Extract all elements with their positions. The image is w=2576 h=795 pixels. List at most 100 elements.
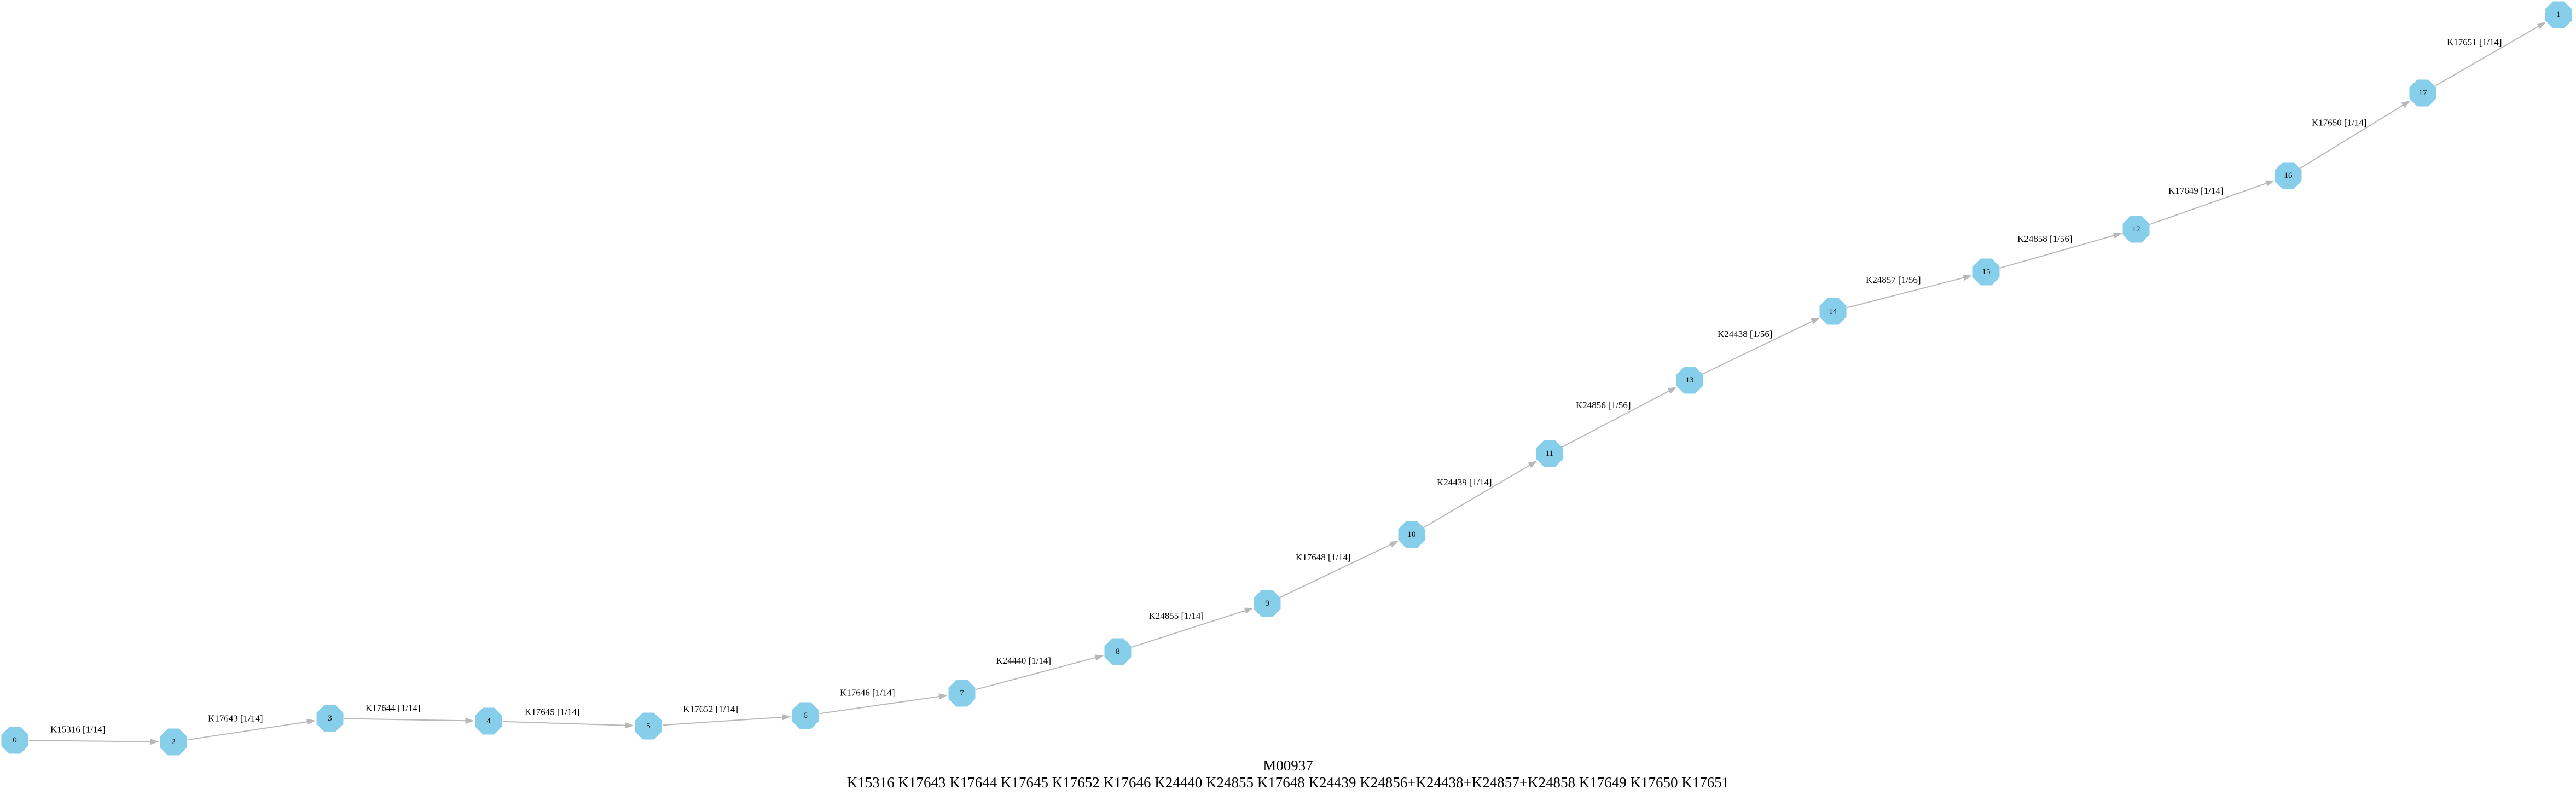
- node-octagon: [316, 705, 344, 732]
- node-label: 12: [2132, 225, 2140, 234]
- node-label: 13: [1686, 376, 1694, 385]
- node-14: 14: [1819, 298, 1847, 325]
- node-octagon: [475, 707, 502, 735]
- node-12: 12: [2122, 216, 2150, 243]
- edge-13-14: K24438 [1/56]: [1702, 317, 1820, 375]
- edge-label: K17646 [1/14]: [840, 688, 895, 698]
- edge-label: K24855 [1/14]: [1149, 611, 1204, 621]
- edge-line: [662, 716, 783, 726]
- node-octagon: [1, 727, 28, 754]
- edge-line: [1702, 321, 1813, 375]
- arrowhead-icon: [1528, 461, 1538, 468]
- node-octagon: [1676, 367, 1703, 394]
- node-5: 5: [635, 712, 662, 740]
- edge-label: K17651 [1/14]: [2447, 37, 2502, 48]
- edge-line: [2300, 105, 2404, 169]
- node-15: 15: [1972, 258, 2000, 286]
- edge-10-11: K24439 [1/14]: [1423, 461, 1538, 528]
- node-label: 7: [960, 689, 964, 698]
- arrowhead-icon: [1963, 275, 1972, 281]
- edge-5-6: K17652 [1/14]: [662, 704, 791, 726]
- edge-label: K24856 [1/56]: [1576, 400, 1631, 410]
- node-label: 4: [486, 717, 491, 726]
- node-17: 17: [2409, 79, 2436, 107]
- node-label: 16: [2284, 171, 2293, 180]
- edge-14-15: K24857 [1/56]: [1846, 275, 1972, 309]
- arrowhead-icon: [465, 717, 474, 724]
- node-octagon: [948, 680, 976, 707]
- edge-label: K17645 [1/14]: [525, 707, 580, 717]
- arrowhead-icon: [2265, 180, 2275, 187]
- node-label: 14: [1829, 307, 1838, 316]
- edge-9-10: K17648 [1/14]: [1280, 541, 1399, 598]
- node-octagon: [2545, 1, 2572, 28]
- node-label: 3: [328, 714, 332, 723]
- arrowhead-icon: [625, 722, 634, 729]
- arrowhead-icon: [2113, 233, 2122, 239]
- edge-line: [2149, 183, 2267, 225]
- edge-line: [28, 740, 151, 742]
- node-octagon: [160, 728, 187, 756]
- edge-label: K24857 [1/56]: [1866, 275, 1921, 285]
- edge-line: [502, 721, 626, 726]
- edge-label: K17648 [1/14]: [1296, 552, 1351, 562]
- node-octagon: [1819, 298, 1847, 325]
- node-label: 8: [1116, 647, 1120, 656]
- edge-line: [1280, 544, 1391, 598]
- node-label: 5: [646, 722, 651, 730]
- node-label: 10: [1408, 530, 1416, 539]
- node-16: 16: [2275, 162, 2302, 189]
- edges-layer: K15316 [1/14] K17643 [1/14] K17644 [1/14] K…: [28, 22, 2546, 745]
- edge-label: K17643 [1/14]: [208, 713, 263, 724]
- node-0: 0: [1, 727, 28, 754]
- arrowhead-icon: [782, 714, 791, 721]
- node-label: 11: [1546, 449, 1553, 458]
- edge-line: [1562, 390, 1670, 448]
- node-octagon: [1536, 440, 1563, 467]
- edge-label: K15316 [1/14]: [50, 724, 106, 735]
- edge-label: K24858 [1/56]: [2017, 234, 2073, 244]
- edge-17-1: K17651 [1/14]: [2435, 22, 2546, 86]
- edge-8-9: K24855 [1/14]: [1131, 607, 1254, 648]
- node-octagon: [635, 712, 662, 740]
- edge-2-3: K17643 [1/14]: [187, 713, 316, 741]
- node-octagon: [2275, 162, 2302, 189]
- module-definition: K15316 K17643 K17644 K17645 K17652 K1764…: [846, 774, 1730, 791]
- edge-label: K17649 [1/14]: [2168, 185, 2224, 196]
- arrowhead-icon: [2401, 100, 2411, 108]
- node-13: 13: [1676, 367, 1703, 394]
- node-octagon: [1104, 638, 1132, 665]
- node-label: 15: [1982, 268, 1991, 276]
- arrowhead-icon: [2537, 22, 2546, 30]
- node-7: 7: [948, 680, 976, 707]
- node-2: 2: [160, 728, 187, 756]
- node-label: 1: [2556, 10, 2561, 19]
- node-octagon: [2409, 79, 2436, 107]
- edge-line: [1423, 465, 1530, 528]
- arrowhead-icon: [1811, 317, 1820, 324]
- node-octagon: [792, 702, 819, 729]
- edge-6-7: K17646 [1/14]: [819, 688, 948, 715]
- edge-label: K24438 [1/56]: [1718, 329, 1773, 339]
- edge-line: [2435, 26, 2539, 86]
- module-title: M00937: [1263, 757, 1313, 774]
- node-label: 6: [803, 711, 808, 720]
- edge-11-13: K24856 [1/56]: [1562, 387, 1677, 448]
- edge-line: [187, 721, 308, 741]
- node-label: 2: [171, 738, 176, 746]
- edge-label: K17650 [1/14]: [2312, 118, 2367, 128]
- edge-label: K17652 [1/14]: [683, 704, 739, 715]
- node-1: 1: [2545, 1, 2572, 28]
- edge-15-12: K24858 [1/56]: [1999, 233, 2122, 269]
- edge-4-5: K17645 [1/14]: [502, 707, 634, 729]
- edge-line: [1131, 610, 1246, 648]
- edge-12-16: K17649 [1/14]: [2149, 180, 2275, 225]
- edge-line: [819, 695, 939, 715]
- arrowhead-icon: [1094, 654, 1104, 661]
- node-octagon: [1254, 590, 1281, 617]
- edge-7-8: K24440 [1/14]: [975, 654, 1104, 690]
- edge-label: K24440 [1/14]: [996, 655, 1052, 666]
- node-4: 4: [475, 707, 502, 735]
- node-11: 11: [1536, 440, 1563, 467]
- node-label: 9: [1265, 599, 1269, 608]
